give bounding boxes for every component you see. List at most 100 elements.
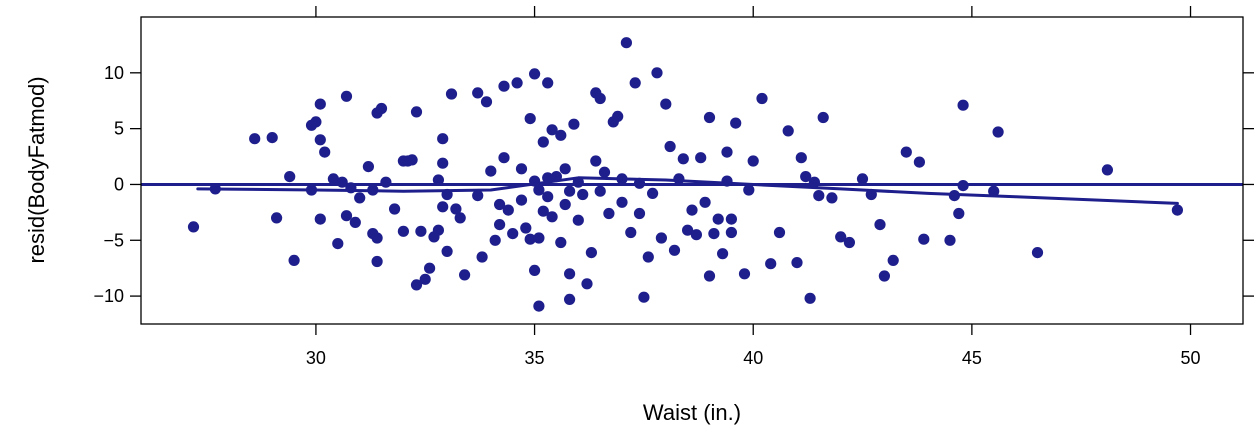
plot-frame [140, 16, 1244, 325]
data-point [546, 124, 558, 136]
data-point [651, 67, 663, 79]
x-tick-label: 35 [525, 348, 545, 368]
data-point [454, 212, 466, 224]
data-point [502, 204, 514, 216]
data-point [537, 205, 549, 217]
data-point [804, 292, 816, 304]
data-point [708, 228, 720, 240]
data-point [703, 111, 716, 124]
data-point [542, 191, 554, 203]
data-point [638, 291, 650, 303]
data-point [773, 226, 786, 239]
data-point [782, 125, 794, 137]
data-point [480, 96, 493, 108]
data-point [288, 254, 300, 266]
data-point [865, 188, 877, 201]
data-point [686, 204, 698, 216]
data-point [699, 196, 711, 208]
x-axis-title: Waist (in.) [643, 400, 741, 425]
data-point [800, 171, 812, 183]
data-point [629, 77, 641, 89]
data-point [314, 134, 326, 146]
data-point [598, 166, 611, 178]
data-point [340, 90, 353, 102]
data-point [717, 248, 729, 260]
data-point [485, 165, 497, 177]
data-point [795, 152, 807, 164]
data-point [913, 156, 926, 168]
data-point [546, 211, 558, 223]
data-point [585, 247, 598, 259]
x-tick-label: 45 [962, 348, 982, 368]
data-point [677, 153, 689, 165]
data-point [450, 203, 462, 215]
data-point [314, 213, 326, 225]
data-point [817, 111, 829, 124]
data-point [432, 224, 444, 236]
data-point [537, 136, 549, 148]
data-point [620, 37, 633, 49]
data-point [682, 224, 694, 236]
y-tick-label: −5 [103, 230, 124, 250]
data-point [603, 207, 615, 220]
data-point [668, 244, 681, 256]
data-point [756, 92, 768, 105]
data-point [362, 161, 374, 173]
data-point [380, 176, 392, 188]
y-axis-title: resid(BodyFatmod) [24, 76, 49, 263]
data-point [992, 126, 1004, 138]
data-point [948, 190, 961, 202]
data-point [498, 152, 510, 164]
data-point [437, 133, 449, 145]
data-point [572, 176, 584, 188]
data-point [590, 155, 602, 167]
data-point [529, 175, 541, 187]
data-point [581, 278, 593, 290]
data-point [319, 146, 331, 158]
data-point [397, 225, 409, 237]
data-point [524, 113, 536, 125]
data-point [533, 300, 545, 312]
data-point [336, 176, 348, 188]
data-point [354, 192, 366, 204]
data-point [371, 255, 383, 268]
x-tick-label: 50 [1181, 348, 1201, 368]
data-point [747, 155, 759, 167]
data-point [559, 163, 571, 175]
data-marks [141, 37, 1243, 312]
data-point [791, 257, 803, 269]
data-point [695, 152, 707, 164]
data-point [415, 225, 427, 237]
data-point [856, 173, 869, 185]
data-point [988, 185, 1000, 197]
y-tick-label: 10 [104, 63, 124, 83]
data-point [1031, 247, 1044, 259]
data-point [957, 180, 969, 192]
data-point [568, 118, 580, 130]
data-point [1101, 164, 1113, 176]
data-point [725, 226, 738, 239]
data-point [511, 77, 523, 89]
data-point [389, 203, 401, 215]
data-point [703, 270, 716, 282]
data-point [327, 173, 339, 185]
data-point [660, 98, 672, 110]
x-tick-label: 40 [743, 348, 763, 368]
data-point [209, 183, 221, 195]
data-point [542, 172, 554, 184]
data-point [340, 210, 353, 222]
data-point [445, 88, 458, 100]
data-point [835, 231, 847, 243]
data-point [542, 77, 554, 89]
data-point [721, 146, 733, 158]
data-point [808, 176, 821, 188]
data-point [594, 185, 606, 197]
data-point [721, 175, 733, 187]
data-point [555, 129, 567, 141]
data-point [712, 213, 724, 225]
data-point [524, 233, 536, 245]
data-point [612, 110, 624, 122]
data-point [953, 207, 965, 220]
data-point [249, 133, 261, 145]
